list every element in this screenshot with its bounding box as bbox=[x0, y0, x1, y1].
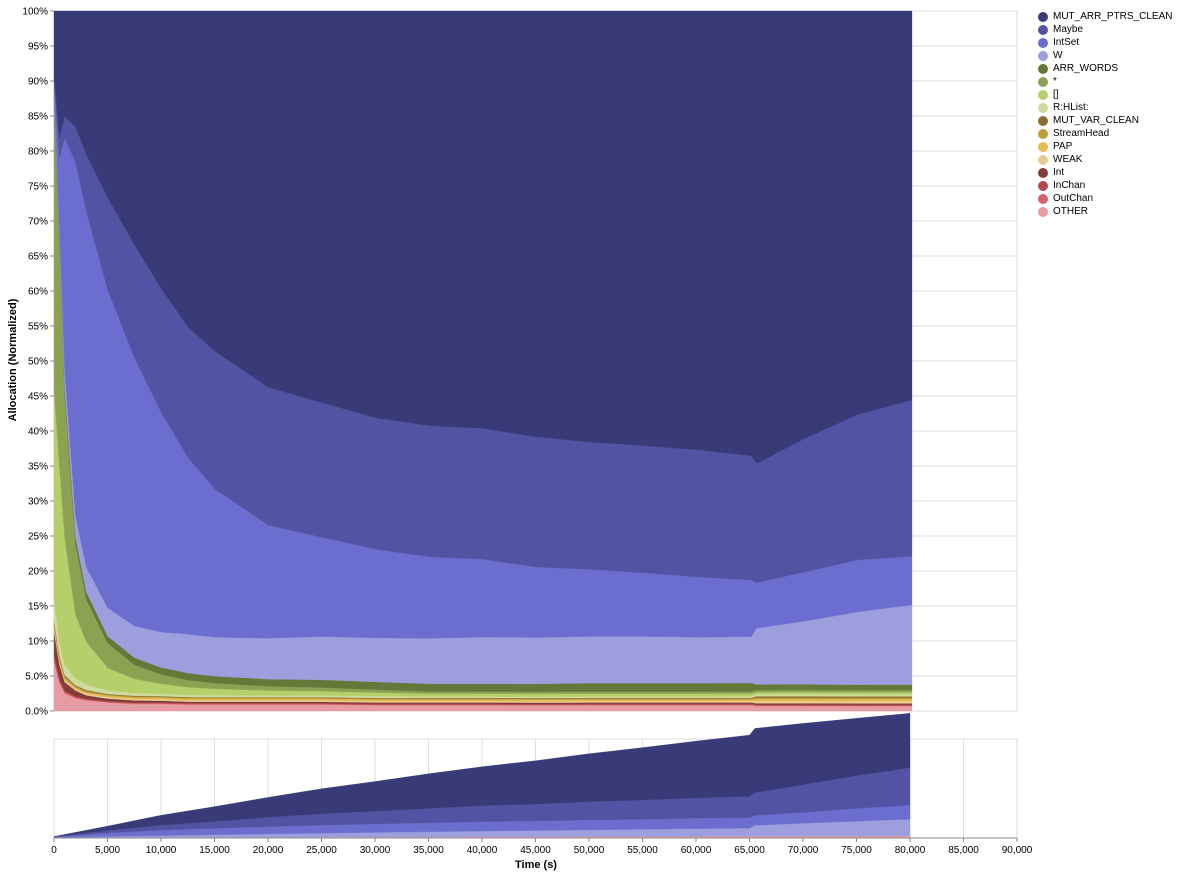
legend-label: InChan bbox=[1053, 180, 1086, 191]
legend-label: OTHER bbox=[1053, 206, 1088, 217]
x-axis: 0 5,000 10,000 15,000 20,000 25,000 30,000 35,0… bbox=[51, 837, 1033, 856]
legend-label: * bbox=[1053, 76, 1057, 87]
x-tick-label: 80,000 bbox=[895, 845, 926, 856]
x-tick-label: 0 bbox=[51, 845, 57, 856]
legend-item-r-hlist[interactable]: R:HList: bbox=[1038, 101, 1172, 114]
x-tick-label: 85,000 bbox=[948, 845, 979, 856]
legend-swatch bbox=[1038, 37, 1048, 48]
legend-swatch bbox=[1038, 141, 1048, 152]
y-tick-label: 90% bbox=[28, 77, 48, 88]
y-tick-label: 25% bbox=[28, 532, 48, 543]
legend-swatch bbox=[1038, 128, 1048, 139]
legend-label: ARR_WORDS bbox=[1053, 63, 1119, 74]
legend-item-outchan[interactable]: OutChan bbox=[1038, 192, 1172, 205]
legend-label: WEAK bbox=[1053, 154, 1083, 165]
legend-label: R:HList: bbox=[1053, 102, 1089, 113]
y-tick-label: 30% bbox=[28, 497, 48, 508]
x-tick-label: 30,000 bbox=[360, 845, 391, 856]
legend-label: W bbox=[1053, 50, 1063, 61]
legend-swatch bbox=[1038, 24, 1048, 35]
legend-item-arr-words[interactable]: ARR_WORDS bbox=[1038, 62, 1172, 75]
legend-label: MUT_VAR_CLEAN bbox=[1053, 115, 1139, 126]
y-tick-label: 55% bbox=[28, 322, 48, 333]
legend-item-mut-var-clean[interactable]: MUT_VAR_CLEAN bbox=[1038, 114, 1172, 127]
legend-item-streamhead[interactable]: StreamHead bbox=[1038, 127, 1172, 140]
legend-swatch bbox=[1038, 206, 1048, 217]
legend-label: IntSet bbox=[1053, 37, 1080, 48]
y-tick-label: 15% bbox=[28, 602, 48, 613]
y-axis-title: Allocation (Normalized) bbox=[7, 298, 19, 421]
main-areas bbox=[53, 10, 913, 712]
legend-label: PAP bbox=[1053, 141, 1073, 152]
x-tick-label: 55,000 bbox=[627, 845, 658, 856]
legend-swatch bbox=[1038, 89, 1048, 100]
area-mut-arr-ptrs-clean bbox=[53, 10, 913, 464]
legend-label: OutChan bbox=[1053, 193, 1094, 204]
legend-swatch bbox=[1038, 50, 1048, 61]
x-tick-label: 75,000 bbox=[841, 845, 872, 856]
legend-label: StreamHead bbox=[1053, 128, 1110, 139]
x-tick-label: 45,000 bbox=[520, 845, 551, 856]
y-tick-label: 65% bbox=[28, 252, 48, 263]
x-tick-label: 65,000 bbox=[734, 845, 765, 856]
y-tick-label: 45% bbox=[28, 392, 48, 403]
y-tick-label: 40% bbox=[28, 427, 48, 438]
x-tick-label: 90,000 bbox=[1002, 845, 1033, 856]
y-tick-label: 85% bbox=[28, 112, 48, 123]
legend-item-weak[interactable]: WEAK bbox=[1038, 153, 1172, 166]
x-tick-label: 10,000 bbox=[146, 845, 177, 856]
legend-item-w[interactable]: W bbox=[1038, 49, 1172, 62]
legend-label: MUT_ARR_PTRS_CLEAN bbox=[1053, 11, 1173, 22]
x-axis-title: Time (s) bbox=[515, 859, 557, 871]
legend-label: [] bbox=[1053, 89, 1059, 100]
y-tick-label: 60% bbox=[28, 287, 48, 298]
legend-swatch bbox=[1038, 180, 1048, 191]
legend-item-other[interactable]: OTHER bbox=[1038, 205, 1172, 218]
y-tick-label: 70% bbox=[28, 217, 48, 228]
y-tick-label: 5.0% bbox=[25, 672, 48, 683]
x-tick-label: 40,000 bbox=[467, 845, 498, 856]
x-tick-label: 25,000 bbox=[306, 845, 337, 856]
x-tick-label: 5,000 bbox=[95, 845, 120, 856]
legend-swatch bbox=[1038, 102, 1048, 113]
legend-item-symbol[interactable]: [] bbox=[1038, 88, 1172, 101]
legend-swatch bbox=[1038, 193, 1048, 204]
y-tick-label: 20% bbox=[28, 567, 48, 578]
legend-swatch bbox=[1038, 115, 1048, 126]
legend-item-mut-arr-ptrs-clean[interactable]: MUT_ARR_PTRS_CLEAN bbox=[1038, 10, 1172, 23]
overview-area-mut-arr-ptrs-clean bbox=[53, 713, 911, 837]
legend-item-maybe[interactable]: Maybe bbox=[1038, 23, 1172, 36]
x-tick-label: 60,000 bbox=[681, 845, 712, 856]
legend-item-inchan[interactable]: InChan bbox=[1038, 179, 1172, 192]
x-tick-label: 50,000 bbox=[574, 845, 605, 856]
legend-item-intset[interactable]: IntSet bbox=[1038, 36, 1172, 49]
x-tick-label: 20,000 bbox=[253, 845, 284, 856]
legend-swatch bbox=[1038, 11, 1048, 22]
y-tick-label: 50% bbox=[28, 357, 48, 368]
y-tick-label: 10% bbox=[28, 637, 48, 648]
legend-item-pap[interactable]: PAP bbox=[1038, 140, 1172, 153]
legend-label: Int bbox=[1053, 167, 1065, 178]
legend-swatch bbox=[1038, 167, 1048, 178]
legend-item-symbol[interactable]: * bbox=[1038, 75, 1172, 88]
legend-swatch bbox=[1038, 76, 1048, 87]
legend-label: Maybe bbox=[1053, 24, 1084, 35]
legend: MUT_ARR_PTRS_CLEAN Maybe IntSet W ARR_WORDS *… bbox=[1038, 10, 1172, 218]
y-tick-label: 0.0% bbox=[25, 707, 48, 718]
y-axis-ticks: 0.0% 5.0% 10% 15% 20% 25% 30% 35% 40% 45% 50% 55% 60… bbox=[22, 7, 54, 718]
y-tick-label: 100% bbox=[22, 7, 48, 18]
x-tick-label: 15,000 bbox=[199, 845, 230, 856]
legend-item-int[interactable]: Int bbox=[1038, 166, 1172, 179]
x-tick-label: 70,000 bbox=[788, 845, 819, 856]
x-tick-label: 35,000 bbox=[413, 845, 444, 856]
legend-swatch bbox=[1038, 63, 1048, 74]
y-tick-label: 75% bbox=[28, 182, 48, 193]
legend-swatch bbox=[1038, 154, 1048, 165]
y-tick-label: 95% bbox=[28, 42, 48, 53]
y-tick-label: 80% bbox=[28, 147, 48, 158]
y-tick-label: 35% bbox=[28, 462, 48, 473]
